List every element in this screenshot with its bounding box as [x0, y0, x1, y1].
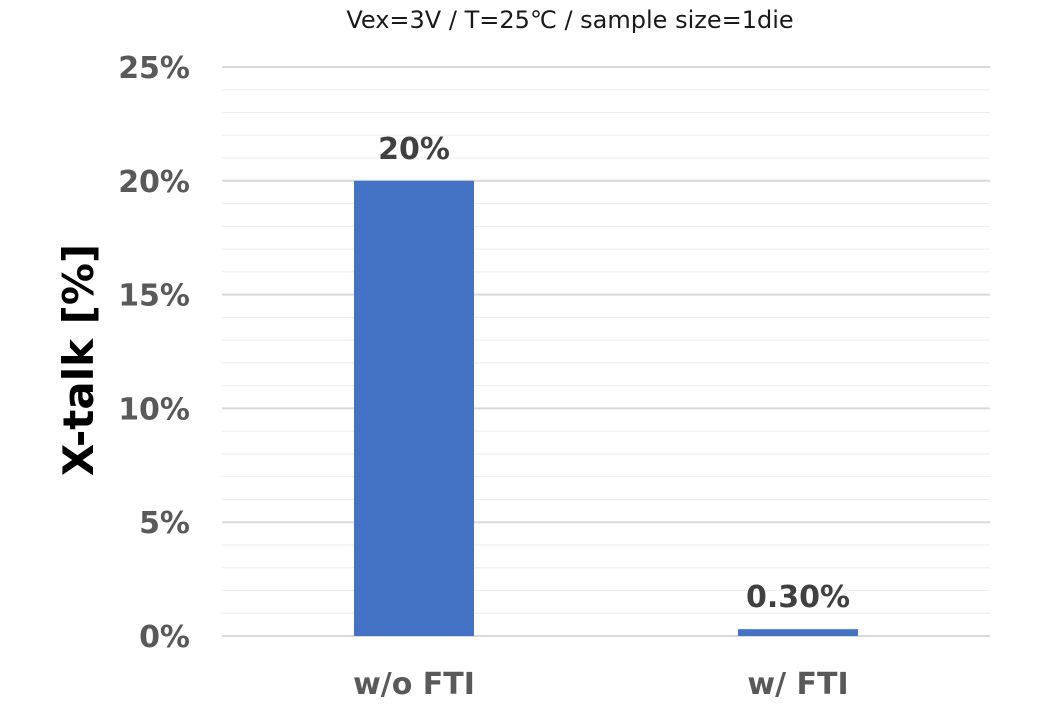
y-tick-label: 10% — [118, 392, 190, 427]
chart-title: Vex=3V / T=25℃ / sample size=1die — [346, 6, 793, 34]
y-tick-label: 0% — [139, 620, 190, 655]
x-tick-label: w/o FTI — [353, 667, 475, 702]
x-axis-ticks: w/o FTI w/ FTI — [353, 667, 849, 702]
y-tick-label: 15% — [118, 279, 190, 314]
y-tick-label: 25% — [118, 51, 190, 86]
y-axis-label: X-talk [%] — [54, 244, 103, 476]
data-labels: 20% 0.30% — [378, 132, 850, 615]
y-tick-label: 20% — [118, 165, 190, 200]
bar-data-label: 0.30% — [746, 580, 850, 615]
bars — [354, 180, 858, 637]
bar-data-label: 20% — [378, 132, 450, 167]
y-tick-label: 5% — [139, 506, 190, 541]
bar — [354, 180, 474, 637]
y-axis-ticks: 0% 5% 10% 15% 20% 25% — [118, 51, 190, 655]
bar — [738, 629, 858, 636]
x-tick-label: w/ FTI — [747, 667, 848, 702]
gridlines — [222, 66, 990, 637]
